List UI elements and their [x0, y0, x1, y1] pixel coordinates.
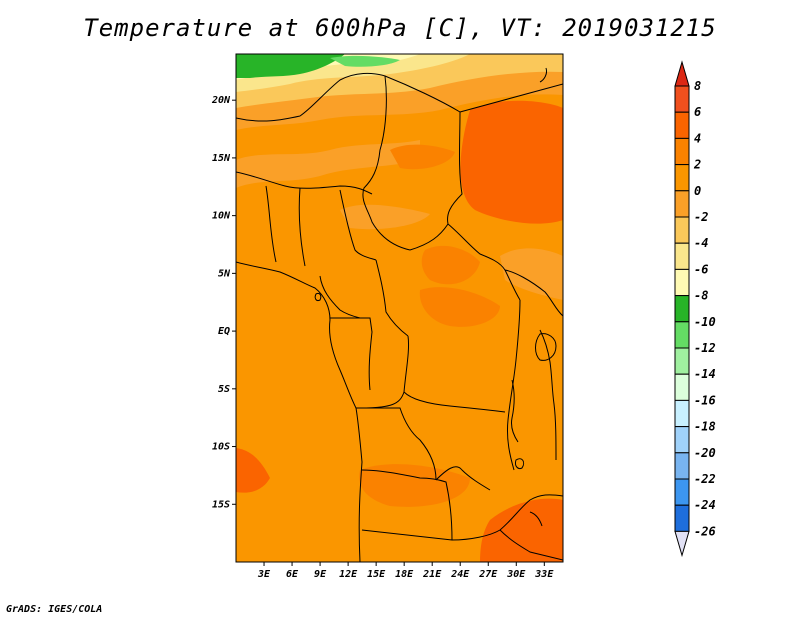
field-cool-central — [340, 204, 430, 230]
field-warm-cameroon — [421, 245, 480, 285]
field-warm-congo — [419, 287, 500, 327]
colorbar-label: -26 — [694, 524, 716, 538]
lakes — [314, 67, 557, 527]
lon-tick-label: 18E — [395, 569, 414, 580]
lat-tick-label: EQ — [218, 326, 230, 337]
field-cool-west — [236, 140, 420, 188]
field-cool-lakes — [500, 248, 563, 300]
colorbar-label: -22 — [694, 472, 716, 486]
colorbar-swatch — [674, 242, 690, 270]
lat-tick-label: 15N — [212, 153, 231, 164]
colorbar-swatch — [674, 190, 690, 218]
colorbar-label: 0 — [694, 184, 701, 198]
colorbar-swatch — [674, 111, 690, 139]
longitude-axis: 3E 6E 9E 12E 15E 18E 21E 24E 27E 30E 33E — [257, 562, 554, 580]
colorbar-swatch — [674, 85, 690, 113]
colorbar-swatch — [674, 426, 690, 454]
lon-tick-label: 24E — [450, 569, 470, 580]
colorbar-label: -10 — [694, 315, 716, 329]
temperature-field — [236, 54, 563, 562]
colorbar-swatch — [674, 216, 690, 244]
field-warm-sahel — [390, 144, 455, 170]
colorbar-swatch — [674, 478, 690, 506]
colorbar-label: -8 — [694, 289, 708, 303]
colorbar-swatch — [674, 295, 690, 323]
colorbar-label: -12 — [694, 341, 716, 355]
colorbar-swatch — [674, 452, 690, 480]
lon-tick-label: 21E — [422, 569, 442, 580]
field-green-north — [236, 54, 345, 78]
colorbar-swatch — [674, 399, 690, 428]
map-title: Temperature at 600hPa [C], VT: 201903121… — [83, 14, 717, 42]
colorbar-swatch — [674, 347, 690, 375]
colorbar-swatch — [674, 373, 690, 401]
lon-tick-label: 9E — [314, 569, 327, 580]
lon-tick-label: 3E — [257, 569, 271, 580]
lat-tick-label: 20N — [211, 95, 231, 106]
colorbar-label: -18 — [694, 420, 716, 434]
field-warm-east — [460, 100, 563, 224]
lon-tick-label: 15E — [367, 569, 386, 580]
field-warm-south — [359, 464, 470, 507]
lon-tick-label: 33E — [534, 569, 554, 580]
colorbar-label: 6 — [694, 105, 701, 119]
grads-credit: GrADS: IGES/COLA — [6, 604, 103, 615]
colorbar-swatch — [674, 504, 690, 532]
colorbar-label: -16 — [694, 393, 716, 407]
lon-tick-label: 12E — [339, 569, 358, 580]
field-warm-westcoast — [236, 448, 270, 493]
colorbar-label: -2 — [694, 210, 708, 224]
colorbar-label: -6 — [694, 262, 708, 276]
colorbar-label: 8 — [694, 79, 701, 93]
colorbar-label: -14 — [694, 367, 716, 381]
lat-tick-label: 10N — [212, 211, 231, 222]
field-warm-southeast — [480, 498, 563, 562]
colorbar-top-arrow — [674, 60, 690, 87]
colorbar-label: -4 — [694, 236, 708, 250]
colorbar-swatch — [674, 268, 690, 297]
map-frame — [235, 53, 564, 563]
lat-tick-label: 15S — [212, 499, 230, 510]
lon-tick-label: 6E — [286, 569, 299, 580]
lon-tick-label: 27E — [478, 569, 498, 580]
lat-tick-label: 5S — [218, 384, 230, 395]
field-lightgreen-north — [330, 55, 400, 67]
colorbar-bottom-arrow — [674, 530, 690, 558]
colorbar-label: -24 — [694, 498, 716, 512]
colorbar-swatch — [674, 137, 690, 166]
lat-tick-label: 5N — [218, 268, 231, 279]
colorbar-label: 2 — [693, 158, 701, 172]
lat-tick-label: 10S — [212, 442, 230, 453]
country-borders — [236, 72, 563, 562]
colorbar-swatch — [674, 321, 690, 349]
colorbar: 8 6 4 2 0 -2 -4 -6 -8 -10 -12 -14 -16 -18 -20 -22 -24 -26 — [674, 60, 716, 558]
colorbar-label: 4 — [694, 131, 701, 145]
lon-tick-label: 30E — [506, 569, 526, 580]
latitude-axis: 20N 15N 10N 5N EQ 5S 10S 15S — [211, 95, 236, 510]
colorbar-swatch — [674, 164, 690, 192]
colorbar-label: -20 — [694, 446, 716, 460]
